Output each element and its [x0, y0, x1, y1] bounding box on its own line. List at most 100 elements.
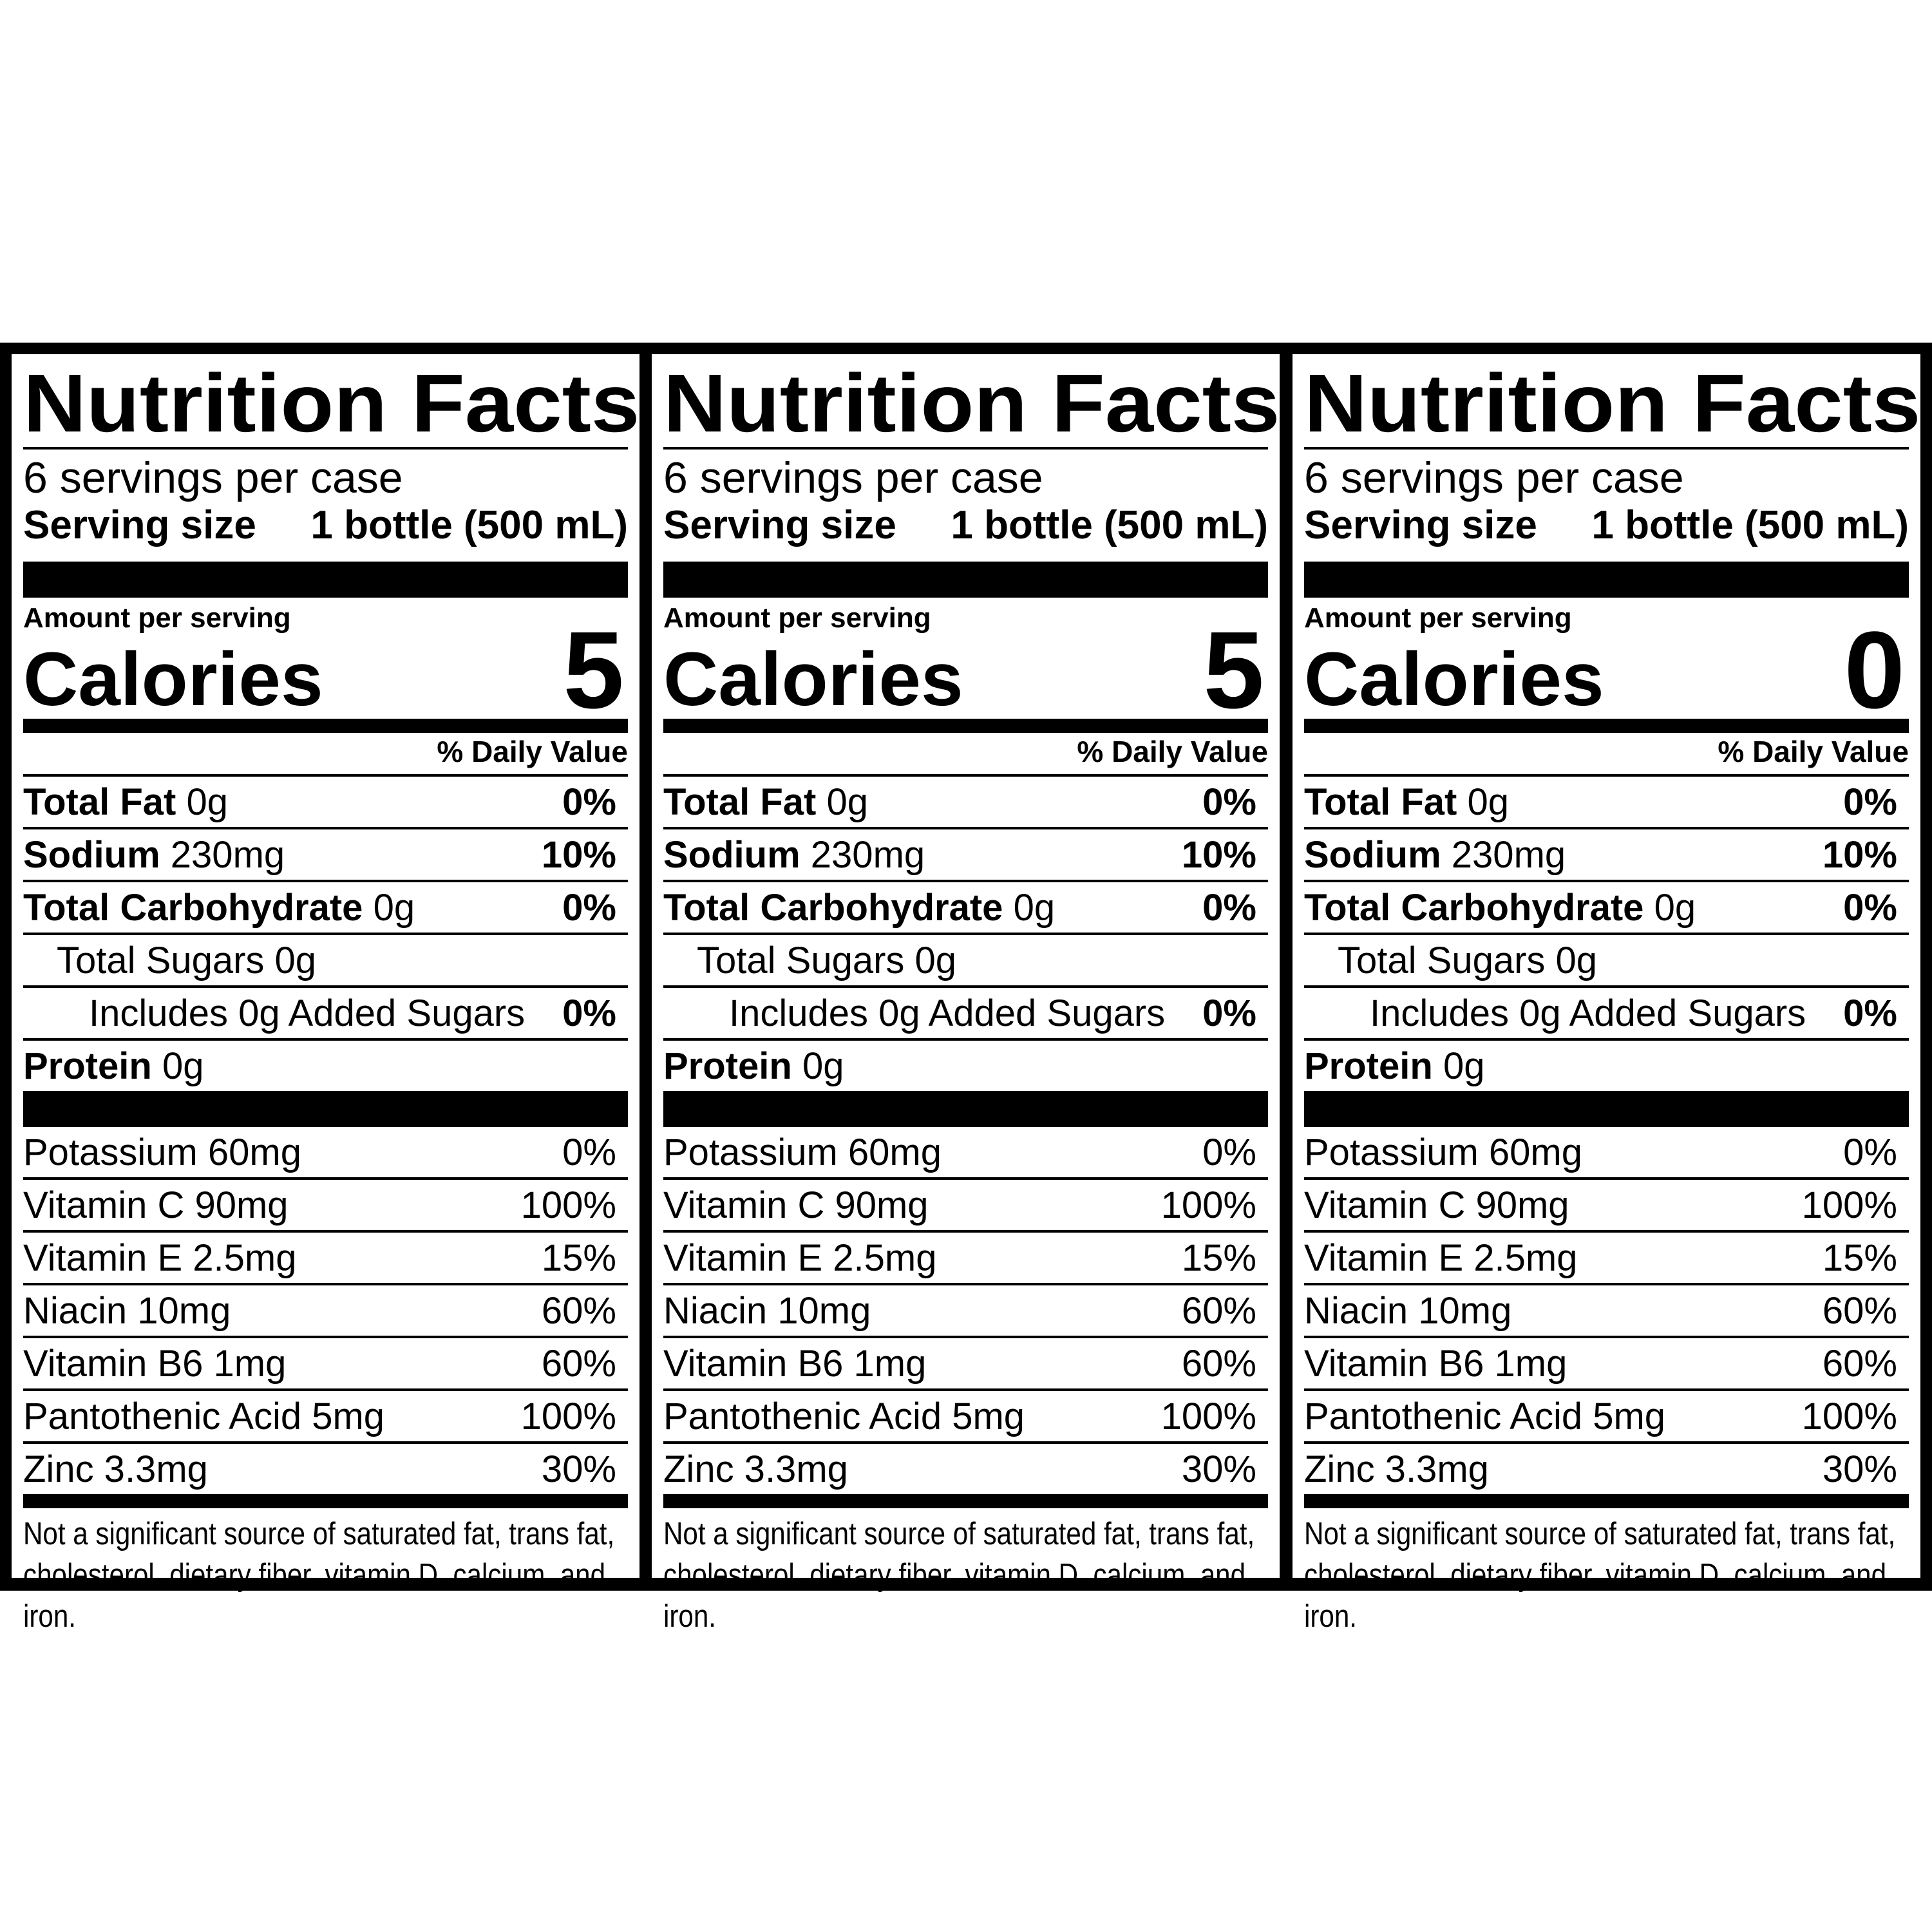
- amount-per-serving: Amount per serving: [1304, 602, 1572, 634]
- nutrient-dv: 10%: [1822, 833, 1897, 876]
- calories-label: Calories: [1304, 637, 1604, 722]
- nutrient-name: Total Sugars 0g: [697, 939, 957, 981]
- calories-row: Calories 5: [663, 616, 1268, 725]
- nutrient-name: Total Carbohydrate: [1304, 886, 1644, 929]
- calories-divider: [663, 719, 1268, 733]
- serving-size-value: 1 bottle (500 mL): [1591, 503, 1909, 547]
- nutrient-amount: 230mg: [810, 833, 925, 876]
- thick-divider: [1304, 1091, 1909, 1127]
- servings-per-container: 6 servings per case: [1304, 453, 1684, 502]
- nutrient-amount: 0g: [802, 1045, 844, 1087]
- vitamin-label: Vitamin E 2.5mg: [23, 1236, 297, 1279]
- nutrient-name: Sodium: [23, 833, 160, 876]
- vitamin-dv: 100%: [1801, 1184, 1897, 1226]
- nutrient-dv: 0%: [1202, 886, 1256, 929]
- thick-divider: [1304, 562, 1909, 598]
- vitamin-label: Niacin 10mg: [23, 1289, 231, 1332]
- amount-per-serving: Amount per serving: [23, 602, 291, 634]
- nutrient-name: Includes 0g Added Sugars: [729, 992, 1166, 1034]
- nutrient-name: Protein: [1304, 1045, 1433, 1087]
- serving-size-row: Serving size 1 bottle (500 mL): [23, 502, 628, 549]
- nutrient-row-added-sugars: Includes 0g Added Sugars 0%: [23, 988, 628, 1041]
- vitamin-dv: 15%: [1822, 1236, 1897, 1279]
- nutrient-name: Protein: [663, 1045, 792, 1087]
- vitamin-row: Potassium 60mg 0%: [23, 1127, 628, 1180]
- nutrient-dv: 0%: [562, 992, 616, 1034]
- vitamin-label: Zinc 3.3mg: [1304, 1448, 1489, 1490]
- vitamin-dv: 60%: [1822, 1289, 1897, 1332]
- nutrient-name: Total Sugars 0g: [1338, 939, 1598, 981]
- calories-value: 0: [1844, 609, 1905, 732]
- nutrient-row-total-fat: Total Fat 0g 0%: [1304, 777, 1909, 829]
- vitamin-dv: 30%: [1822, 1448, 1897, 1490]
- nutrient-name: Sodium: [663, 833, 800, 876]
- nutrient-name: Total Carbohydrate: [23, 886, 363, 929]
- servings-per-container: 6 servings per case: [23, 453, 403, 502]
- vitamin-label: Vitamin B6 1mg: [23, 1342, 287, 1385]
- vitamin-row: Vitamin C 90mg 100%: [1304, 1180, 1909, 1233]
- nutrient-row-total-fat: Total Fat 0g 0%: [23, 777, 628, 829]
- nutrient-dv: 10%: [541, 833, 616, 876]
- nutrient-row-sodium: Sodium 230mg 10%: [663, 829, 1268, 882]
- vitamin-label: Niacin 10mg: [1304, 1289, 1512, 1332]
- thick-divider: [23, 1091, 628, 1127]
- vitamin-row: Vitamin E 2.5mg 15%: [23, 1233, 628, 1285]
- footnote: Not a significant source of saturated fa…: [23, 1517, 615, 1634]
- serving-size-row: Serving size 1 bottle (500 mL): [1304, 502, 1909, 549]
- nutrient-name: Total Sugars 0g: [57, 939, 317, 981]
- vitamin-row: Vitamin E 2.5mg 15%: [663, 1233, 1268, 1285]
- vitamin-label: Pantothenic Acid 5mg: [663, 1395, 1025, 1437]
- nutrient-amount: 0g: [1467, 781, 1509, 823]
- vitamin-row: Vitamin B6 1mg 60%: [663, 1338, 1268, 1391]
- calories-label: Calories: [663, 637, 963, 722]
- vitamin-row: Potassium 60mg 0%: [663, 1127, 1268, 1180]
- vitamin-dv: 30%: [1181, 1448, 1256, 1490]
- nutrition-facts-panel-2: Nutrition Facts 6 servings per case Serv…: [652, 354, 1280, 1634]
- vitamin-row: Pantothenic Acid 5mg 100%: [663, 1391, 1268, 1444]
- vitamin-row: Niacin 10mg 60%: [663, 1285, 1268, 1338]
- nutrient-row-protein: Protein 0g: [1304, 1041, 1909, 1091]
- calories-row: Calories 0: [1304, 616, 1909, 725]
- divider: [1304, 447, 1909, 450]
- daily-value-header: % Daily Value: [1304, 733, 1909, 777]
- nutrient-row-added-sugars: Includes 0g Added Sugars 0%: [1304, 988, 1909, 1041]
- nutrition-labels-container: Nutrition Facts 6 servings per case Serv…: [0, 343, 1932, 1634]
- nutrient-name: Includes 0g Added Sugars: [89, 992, 526, 1034]
- thick-divider: [23, 562, 628, 598]
- nutrient-name: Total Fat: [663, 781, 817, 823]
- vitamin-label: Zinc 3.3mg: [663, 1448, 848, 1490]
- vitamin-dv: 0%: [562, 1131, 616, 1173]
- serving-size-row: Serving size 1 bottle (500 mL): [663, 502, 1268, 549]
- vitamin-row: Zinc 3.3mg 30%: [663, 1444, 1268, 1494]
- vitamin-row: Pantothenic Acid 5mg 100%: [23, 1391, 628, 1444]
- serving-size-label: Serving size: [663, 503, 896, 547]
- nutrition-facts-panel-3: Nutrition Facts 6 servings per case Serv…: [1293, 354, 1920, 1634]
- servings-per-container: 6 servings per case: [663, 453, 1043, 502]
- vitamin-label: Vitamin C 90mg: [663, 1184, 929, 1226]
- footnote: Not a significant source of saturated fa…: [1304, 1517, 1896, 1634]
- calories-value: 5: [563, 609, 624, 732]
- vitamin-dv: 60%: [1181, 1289, 1256, 1332]
- nutrient-name: Protein: [23, 1045, 152, 1087]
- nutrient-amount: 0g: [1654, 886, 1696, 929]
- nutrient-name: Sodium: [1304, 833, 1441, 876]
- vitamin-row: Zinc 3.3mg 30%: [1304, 1444, 1909, 1494]
- vitamin-dv: 15%: [1181, 1236, 1256, 1279]
- calories-divider: [23, 719, 628, 733]
- nutrient-dv: 0%: [562, 886, 616, 929]
- nutrient-name: Total Fat: [1304, 781, 1457, 823]
- vitamin-label: Vitamin E 2.5mg: [1304, 1236, 1578, 1279]
- vitamin-label: Vitamin C 90mg: [1304, 1184, 1569, 1226]
- amount-per-serving: Amount per serving: [663, 602, 931, 634]
- nutrient-row-total-sugars: Total Sugars 0g: [1304, 935, 1909, 988]
- nutrient-row-sodium: Sodium 230mg 10%: [23, 829, 628, 882]
- daily-value-header: % Daily Value: [23, 733, 628, 777]
- nutrient-dv: 10%: [1181, 833, 1256, 876]
- panel-title: Nutrition Facts: [1304, 357, 1921, 450]
- divider: [23, 447, 628, 450]
- nutrient-name: Total Fat: [23, 781, 176, 823]
- calories-row: Calories 5: [23, 616, 628, 725]
- vitamin-dv: 100%: [1801, 1395, 1897, 1437]
- nutrition-facts-panel-1: Nutrition Facts 6 servings per case Serv…: [12, 354, 639, 1634]
- nutrient-row-added-sugars: Includes 0g Added Sugars 0%: [663, 988, 1268, 1041]
